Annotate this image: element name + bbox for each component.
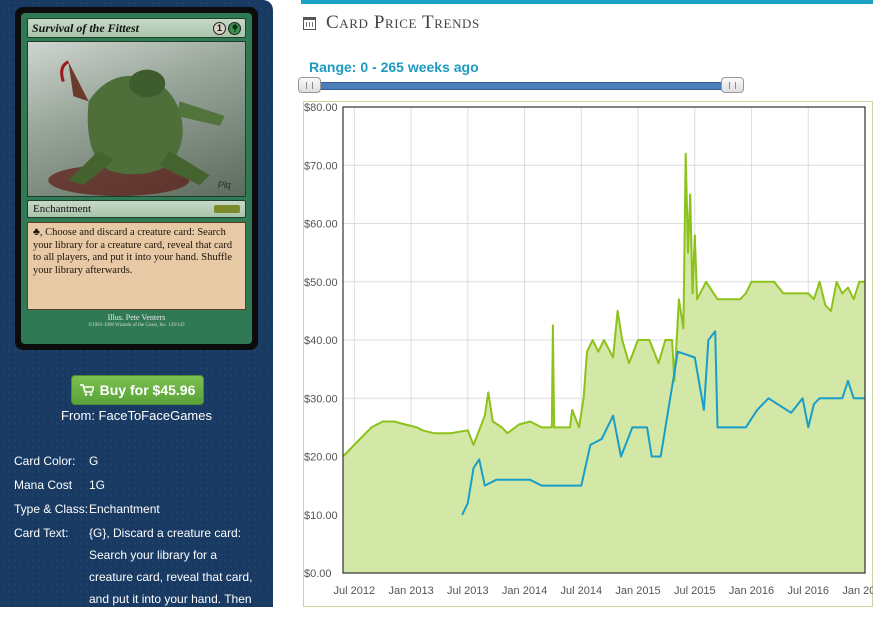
- card-frame: Survival of the Fittest 1: [21, 13, 252, 344]
- cart-icon: [79, 384, 94, 396]
- info-value: 1G: [89, 478, 106, 492]
- info-value: G: [89, 454, 99, 468]
- info-label: Card Text:: [14, 526, 69, 540]
- x-tick-label: Jul 2015: [674, 585, 716, 597]
- info-row-color: Card Color: G: [14, 454, 264, 469]
- y-tick-label: $40.00: [304, 335, 338, 347]
- card-image: Survival of the Fittest 1: [15, 7, 258, 350]
- card-rules-box: ♣, Choose and discard a creature card: S…: [27, 222, 246, 310]
- card-sidebar: Survival of the Fittest 1: [0, 0, 273, 607]
- y-tick-label: $60.00: [304, 219, 338, 231]
- x-tick-label: Jan 2016: [729, 585, 774, 597]
- panel-title: Card Price Trends: [326, 12, 480, 33]
- x-tick-label: Jul 2014: [561, 585, 603, 597]
- range-slider-track[interactable]: [304, 82, 740, 90]
- y-tick-label: $70.00: [304, 160, 338, 172]
- accent-bar: [301, 0, 873, 4]
- card-type: Enchantment: [33, 203, 92, 215]
- y-tick-label: $30.00: [304, 393, 338, 405]
- info-row-type: Type & Class: Enchantment: [14, 502, 264, 517]
- panel-header: Card Price Trends: [303, 12, 480, 34]
- y-tick-label: $20.00: [304, 452, 338, 464]
- price-trend-chart: $0.00 $10.00 $20.00 $30.00 $40.00 $50.00 $60.0…: [303, 101, 873, 607]
- x-tick-label: Jul 2012: [334, 585, 376, 597]
- info-value: {G}, Discard a creature card: Search you…: [89, 526, 253, 606]
- card-name: Survival of the Fittest: [32, 20, 140, 35]
- card-artwork: Plq: [27, 41, 246, 197]
- mana-symbols: 1: [213, 21, 241, 35]
- info-row-card-text: Card Text: {G}, Discard a creature card:…: [14, 526, 264, 610]
- range-slider-handle-end[interactable]: [721, 77, 744, 93]
- price-chart-svg: $0.00 $10.00 $20.00 $30.00 $40.00 $50.00 $60.0…: [303, 101, 873, 607]
- svg-text:Plq: Plq: [218, 180, 231, 190]
- card-typeline: Enchantment: [27, 200, 246, 218]
- buy-from-store: From: FaceToFaceGames: [61, 408, 212, 423]
- range-slider[interactable]: [298, 77, 744, 95]
- card-info-list: Card Color: G Mana Cost 1G Type & Class:…: [14, 454, 264, 619]
- buy-button[interactable]: Buy for $45.96: [71, 375, 204, 405]
- info-row-mana-cost: Mana Cost 1G: [14, 478, 264, 493]
- series-1-line: [461, 330, 865, 516]
- y-tick-label: $10.00: [304, 510, 338, 522]
- x-tick-label: Jul 2013: [447, 585, 489, 597]
- set-symbol-icon: [214, 205, 240, 213]
- green-mana-inline-icon: ♣: [33, 227, 40, 238]
- info-value: Enchantment: [89, 502, 160, 516]
- info-label: Card Color:: [14, 454, 76, 468]
- series-0-line: [342, 152, 865, 458]
- info-label: Type & Class:: [14, 502, 89, 516]
- y-tick-label: $80.00: [304, 102, 338, 114]
- card-rules-text: , Choose and discard a creature card: Se…: [33, 227, 233, 276]
- x-tick-label: Jul 2016: [787, 585, 829, 597]
- x-tick-label: Jan 2015: [615, 585, 660, 597]
- range-label: Range: 0 - 265 weeks ago: [309, 59, 479, 75]
- x-tick-label: Jan 2017: [842, 585, 873, 597]
- plot-border: [342, 106, 866, 574]
- calendar-icon: [303, 16, 316, 30]
- y-tick-label: $50.00: [304, 277, 338, 289]
- info-label: Mana Cost: [14, 478, 73, 492]
- mana-green-icon: [228, 21, 241, 35]
- card-copyright: ©1993-1998 Wizards of the Coast, Inc. 12…: [88, 323, 185, 328]
- card-titlebar: Survival of the Fittest 1: [27, 18, 246, 38]
- x-tick-label: Jan 2014: [502, 585, 547, 597]
- x-tick-label: Jan 2013: [388, 585, 433, 597]
- mana-generic-icon: 1: [213, 21, 226, 35]
- buy-button-label: Buy for $45.96: [99, 382, 196, 398]
- range-slider-handle-start[interactable]: [298, 77, 321, 93]
- y-tick-label: $0.00: [304, 568, 332, 580]
- card-illustrator: Illus. Pete Venters: [107, 313, 166, 322]
